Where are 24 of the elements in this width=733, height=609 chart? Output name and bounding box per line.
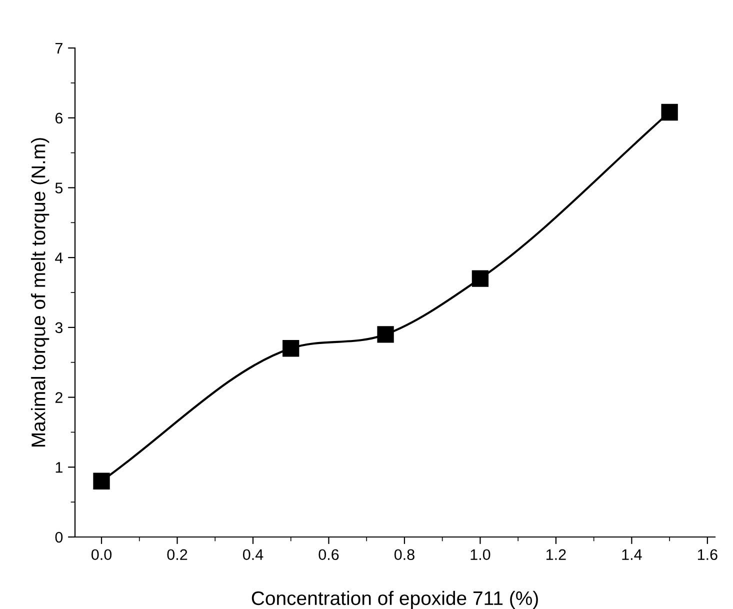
x-tick-label: 1.0 [470, 549, 490, 560]
y-tick-label: 1 [56, 462, 62, 473]
y-axis-title: Maximal torque of melt torque (N.m) [31, 138, 50, 446]
x-tick-label: 0.4 [242, 549, 264, 560]
x-tick-label: 0.2 [167, 549, 188, 560]
point [377, 326, 394, 343]
x-tick-label: 0.6 [318, 549, 339, 560]
y-tick-label: 4 [55, 252, 63, 264]
y-tick-label: 0 [55, 532, 63, 543]
y-tick-label: 5 [55, 182, 63, 194]
x-tick-label: 1.6 [698, 549, 718, 560]
point [93, 472, 110, 490]
y-tick-label: 3 [55, 322, 63, 334]
x-tick-label: 0.8 [394, 549, 414, 560]
x-tick-label: 1.2 [546, 549, 566, 560]
point [472, 270, 489, 287]
y-tick-label: 7 [55, 43, 62, 54]
y-tick-label: 6 [55, 112, 63, 124]
x-tick-label: 1.4 [622, 549, 642, 560]
y-tick-label: 2 [55, 392, 62, 403]
x-axis-title: Concentration of epoxide 711 (%) [252, 590, 538, 609]
point [282, 340, 300, 357]
x-tick-label: 0.0 [91, 549, 112, 560]
point [661, 104, 678, 121]
